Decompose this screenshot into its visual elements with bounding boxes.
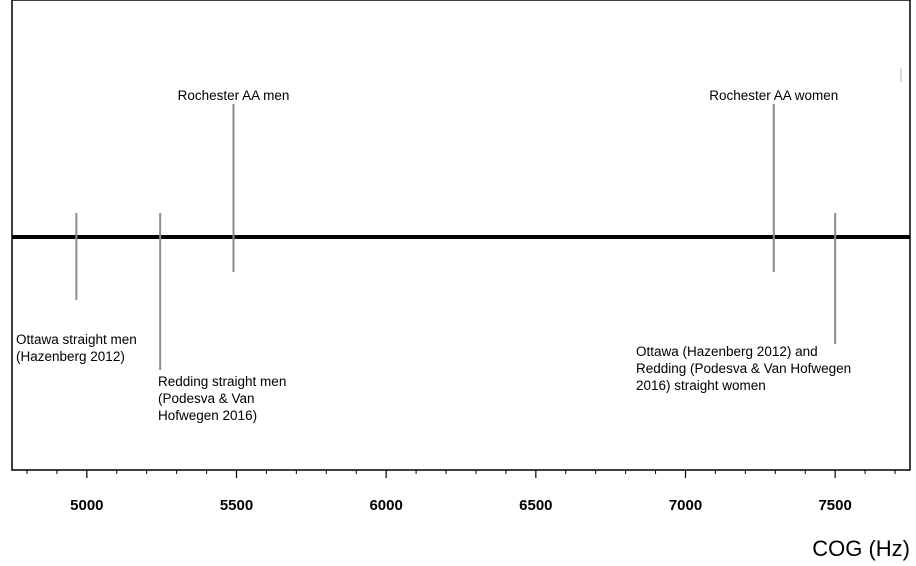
x-tick-label: 7500 [818, 497, 851, 514]
x-axis-ticks: 5000 5500 6000 6500 7000 7500 [26, 470, 896, 514]
marker-label-line: Rochester AA men [178, 88, 290, 103]
marker-label-line: (Podesva & Van [158, 391, 255, 406]
marker-label-line: Redding (Podesva & Van Hofwegen [636, 361, 851, 376]
marker-label: Redding straight men (Podesva & Van Hofweg… [158, 374, 286, 423]
marker-label-line: Hofwegen 2016) [158, 408, 257, 423]
marker-label-line: Ottawa (Hazenberg 2012) and [636, 344, 818, 359]
x-tick-label: 7000 [669, 497, 702, 514]
marker-4: Rochester AA women [709, 88, 838, 272]
marker-label-line: Redding straight men [158, 374, 286, 389]
x-tick-label: 6500 [519, 497, 552, 514]
marker-3: Rochester AA men [178, 88, 290, 272]
marker-label: Ottawa straight men (Hazenberg 2012) [16, 332, 137, 364]
marker-label-line: (Hazenberg 2012) [16, 349, 125, 364]
marker-label: Rochester AA women [709, 88, 838, 103]
marker-1: Ottawa straight men (Hazenberg 2012) [16, 213, 137, 364]
x-tick-label: 5500 [220, 497, 253, 514]
x-tick-label: 5000 [70, 497, 103, 514]
marker-label-line: Ottawa straight men [16, 332, 137, 347]
marker-2: Redding straight men (Podesva & Van Hofweg… [158, 213, 286, 423]
marker-label-line: Rochester AA women [709, 88, 838, 103]
marker-label: Rochester AA men [178, 88, 290, 103]
marker-label: Ottawa (Hazenberg 2012) and Redding (Pode… [636, 344, 851, 393]
marker-5: Ottawa (Hazenberg 2012) and Redding (Pode… [636, 213, 851, 393]
x-tick-label: 6000 [369, 497, 402, 514]
x-axis-title: COG (Hz) [812, 536, 910, 561]
markers: Ottawa straight men (Hazenberg 2012) Reddi… [16, 88, 851, 423]
marker-label-line: 2016) straight women [636, 378, 766, 393]
